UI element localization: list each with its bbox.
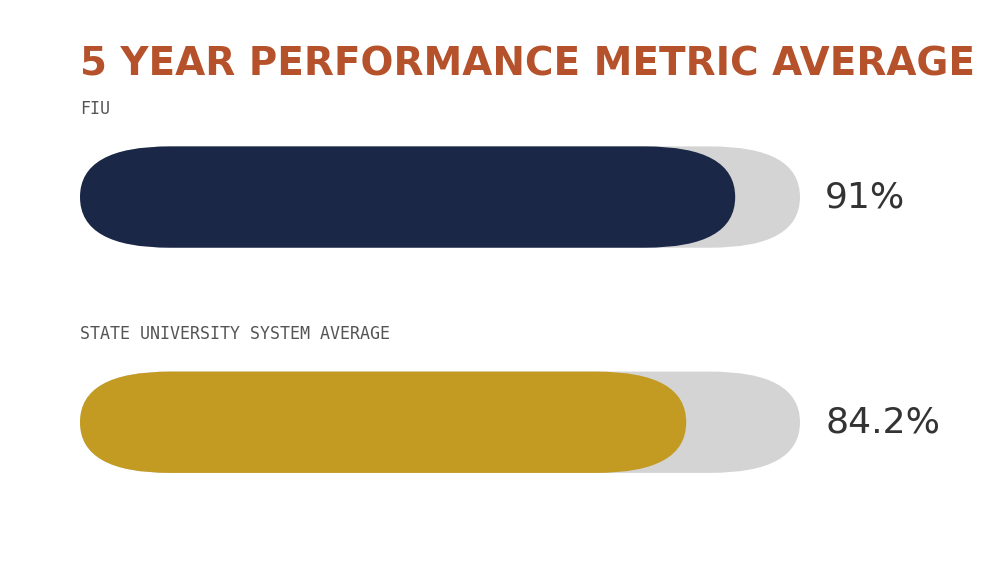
- FancyBboxPatch shape: [80, 372, 686, 473]
- FancyBboxPatch shape: [80, 372, 800, 473]
- Text: 5 YEAR PERFORMANCE METRIC AVERAGE: 5 YEAR PERFORMANCE METRIC AVERAGE: [80, 45, 975, 83]
- FancyBboxPatch shape: [80, 146, 735, 248]
- Text: 84.2%: 84.2%: [825, 405, 940, 439]
- Text: 91%: 91%: [825, 180, 905, 214]
- Text: STATE UNIVERSITY SYSTEM AVERAGE: STATE UNIVERSITY SYSTEM AVERAGE: [80, 325, 390, 343]
- FancyBboxPatch shape: [80, 146, 800, 248]
- Text: FIU: FIU: [80, 100, 110, 118]
